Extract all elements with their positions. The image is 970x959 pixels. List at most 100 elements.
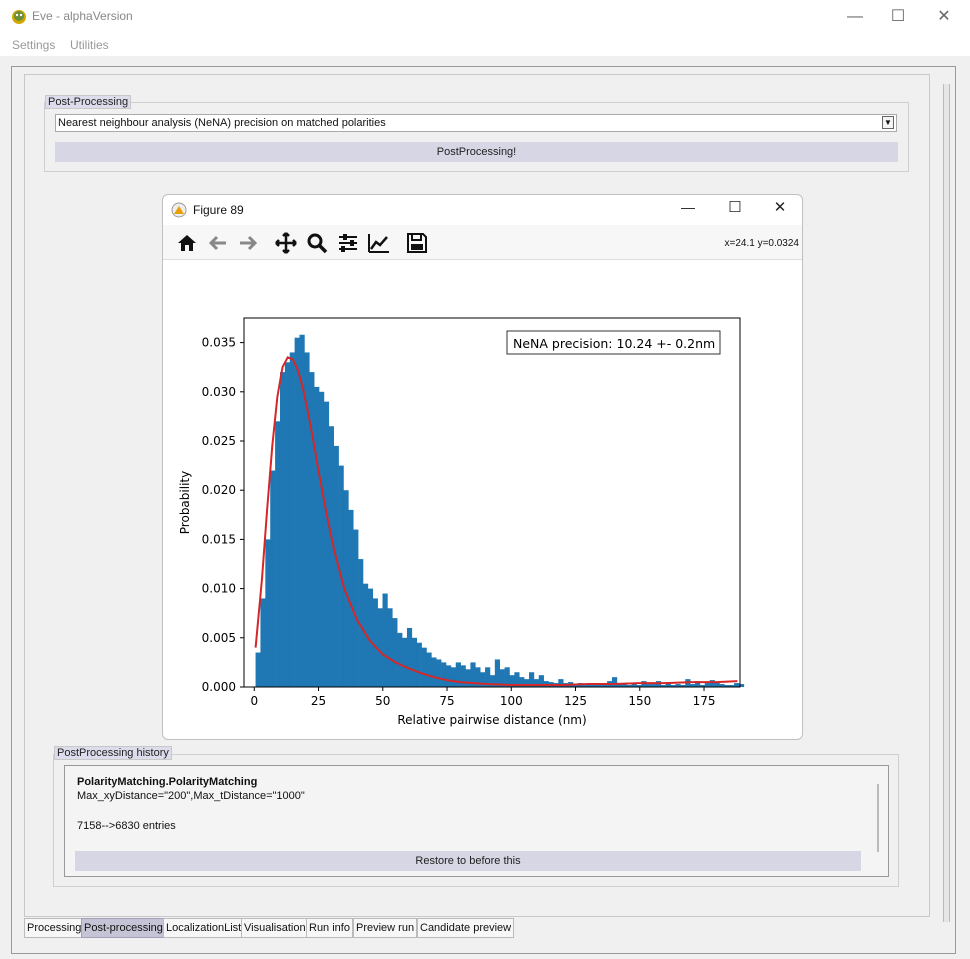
x-tick-label: 25 <box>311 694 326 708</box>
histogram-bar <box>738 684 745 687</box>
matplotlib-icon <box>171 202 187 218</box>
tab-run-info[interactable]: Run info <box>306 918 353 938</box>
y-tick-label: 0.000 <box>202 680 236 694</box>
x-tick-label: 125 <box>564 694 587 708</box>
figure-toolbar: x=24.1 y=0.0324 <box>163 225 802 260</box>
back-arrow-icon[interactable] <box>206 231 230 255</box>
histogram-bar <box>572 684 579 687</box>
tab-preview-run[interactable]: Preview run <box>353 918 418 938</box>
history-scrollbar[interactable] <box>877 784 879 852</box>
method-select[interactable]: Nearest neighbour analysis (NeNA) precis… <box>55 114 897 132</box>
histogram-bar <box>445 665 452 687</box>
forward-arrow-icon[interactable] <box>236 231 260 255</box>
postprocessing-run-button[interactable]: PostProcessing! <box>55 142 898 162</box>
configure-subplots-icon[interactable] <box>336 231 360 255</box>
chevron-down-icon[interactable]: ▼ <box>882 116 894 129</box>
histogram-bar <box>343 490 349 687</box>
histogram-bar <box>402 637 408 687</box>
histogram-bar <box>387 608 393 687</box>
histogram-bar <box>372 598 378 687</box>
tab-processing[interactable]: Processing <box>24 918 85 938</box>
histogram-bar <box>265 539 271 687</box>
histogram-bar <box>426 652 432 687</box>
histogram-bar <box>270 470 276 687</box>
restore-button[interactable]: Restore to before this <box>75 851 861 871</box>
histogram-bar <box>485 667 491 687</box>
pan-icon[interactable] <box>274 231 298 255</box>
fit-curve-line <box>254 356 738 686</box>
histogram-bar <box>699 685 706 687</box>
histogram-bar <box>524 679 530 687</box>
home-icon[interactable] <box>175 231 199 255</box>
histogram-bar <box>519 677 525 687</box>
histogram-chart[interactable]: 0 25 50 75 100 125 150 175 0.000 0.005 0.010 0.015 0… <box>163 260 802 740</box>
histogram-bar <box>709 680 715 687</box>
histogram-bar <box>353 529 359 687</box>
histogram-bar <box>626 685 632 687</box>
histogram-bar <box>475 667 481 687</box>
post-processing-panel <box>24 74 930 917</box>
edit-axis-icon[interactable] <box>367 231 391 255</box>
histogram-bar <box>597 685 603 687</box>
histogram-bar <box>411 637 418 687</box>
minimize-button[interactable]: — <box>847 8 863 25</box>
history-entry-params: Max_xyDistance="200",Max_tDistance="1000… <box>77 790 305 802</box>
histogram-bar <box>695 681 701 687</box>
annotation-box <box>506 330 721 355</box>
histogram-bar <box>538 675 544 687</box>
figure-window: Figure 89 — ☐ ✕ x=24.1 y=0.0324 0 25 50 75 1… <box>162 194 803 740</box>
histogram-bar <box>714 682 720 687</box>
vertical-scrollbar[interactable] <box>943 84 950 922</box>
menu-settings[interactable]: Settings <box>12 38 56 52</box>
histogram-bar <box>489 675 496 687</box>
x-tick-label: 100 <box>500 694 523 708</box>
save-icon[interactable] <box>405 231 429 255</box>
y-axis-label: Probability <box>178 471 192 534</box>
close-button[interactable]: ✕ <box>937 8 951 25</box>
histogram-bar <box>480 672 486 687</box>
histogram-bar <box>382 593 388 687</box>
histogram-bar <box>309 372 315 687</box>
histogram-bar <box>397 632 403 687</box>
histogram-bar <box>367 588 374 687</box>
histogram-bar <box>621 684 627 687</box>
cursor-coordinates: x=24.1 y=0.0324 <box>724 238 799 249</box>
menu-utilities[interactable]: Utilities <box>70 38 109 52</box>
maximize-button[interactable]: ☐ <box>890 8 906 25</box>
histogram-bar <box>509 675 515 687</box>
y-tick-label: 0.025 <box>202 434 236 448</box>
histogram-bar <box>651 684 657 687</box>
histogram-bar <box>665 682 671 687</box>
histogram-bar <box>333 445 339 687</box>
histogram-bar <box>416 642 422 687</box>
history-entry-title: PolarityMatching.PolarityMatching <box>77 776 258 788</box>
histogram-bar <box>582 685 588 687</box>
x-tick-label: 175 <box>693 694 716 708</box>
histogram-bar <box>294 337 300 687</box>
zoom-icon[interactable] <box>305 231 329 255</box>
x-axis-label: Relative pairwise distance (nm) <box>397 713 586 727</box>
figure-minimize-button[interactable]: — <box>681 199 695 215</box>
histogram-bar <box>299 334 305 687</box>
tab-candidate-preview[interactable]: Candidate preview <box>417 918 515 938</box>
tab-localizationlist[interactable]: LocalizationList <box>163 918 245 938</box>
histogram-bar <box>392 618 398 687</box>
tab-post-processing[interactable]: Post-processing <box>81 918 166 938</box>
figure-maximize-button[interactable]: ☐ <box>728 199 742 216</box>
histogram-bar <box>558 679 564 687</box>
annotation-text: NeNA precision: 10.24 +- 0.2nm <box>513 336 715 351</box>
tab-visualisation[interactable]: Visualisation <box>241 918 309 938</box>
history-entry-result: 7158-->6830 entries <box>77 820 176 832</box>
x-tick-label: 50 <box>375 694 390 708</box>
histogram-bar <box>670 685 676 687</box>
histogram-bar <box>704 683 710 687</box>
y-tick-label: 0.035 <box>202 336 236 350</box>
menu-bar <box>0 34 970 56</box>
histogram-bar <box>279 372 286 687</box>
method-select-value: Nearest neighbour analysis (NeNA) precis… <box>58 117 386 129</box>
figure-close-button[interactable]: ✕ <box>773 199 787 216</box>
histogram-bar <box>284 362 291 687</box>
histogram-bar <box>304 352 310 687</box>
y-tick-label: 0.005 <box>202 631 236 645</box>
histogram-bar <box>470 662 476 687</box>
